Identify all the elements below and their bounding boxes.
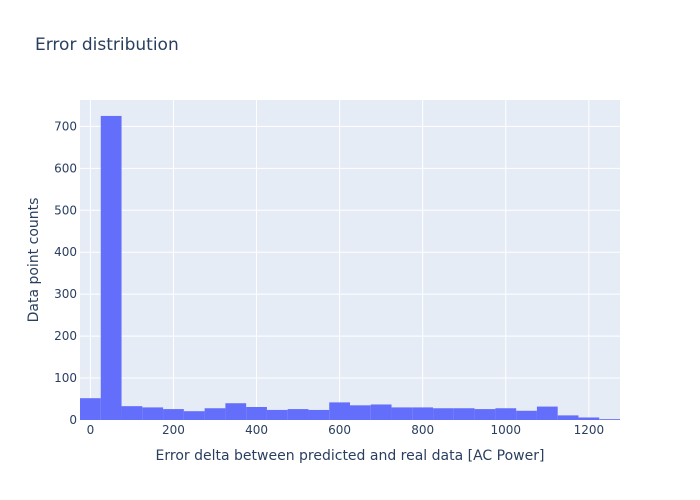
- histogram-bar: [350, 405, 371, 420]
- histogram-bar: [453, 408, 475, 420]
- histogram-bar: [287, 409, 309, 420]
- x-tick-label: 1000: [490, 423, 521, 437]
- histogram-bar: [204, 408, 226, 420]
- histogram-bar: [246, 406, 267, 420]
- histogram-bar: [163, 409, 184, 420]
- histogram-bar: [516, 410, 537, 420]
- y-tick-label: 500: [54, 203, 77, 217]
- x-tick-label: 0: [87, 423, 95, 437]
- plot-area: [80, 100, 620, 420]
- histogram-bar: [225, 403, 247, 420]
- histogram-bar: [329, 402, 350, 420]
- histogram-bar: [474, 409, 496, 420]
- histogram-bar: [183, 411, 205, 420]
- histogram-bar: [433, 408, 454, 420]
- y-tick-label: 300: [54, 287, 77, 301]
- histogram-bar: [578, 417, 600, 420]
- y-tick-label: 400: [54, 245, 77, 259]
- histogram-bar: [100, 115, 122, 421]
- histogram-bar: [599, 419, 620, 420]
- histogram-bar: [495, 408, 517, 420]
- bars: [80, 115, 620, 421]
- gridlines: [80, 100, 620, 420]
- x-tick-label: 400: [245, 423, 268, 437]
- histogram-bar: [121, 406, 143, 420]
- y-tick-label: 700: [54, 119, 77, 133]
- x-tick-label: 200: [162, 423, 185, 437]
- y-axis-label: Data point counts: [26, 198, 42, 323]
- x-tick-label: 800: [411, 423, 434, 437]
- histogram-bar: [370, 404, 392, 420]
- x-tick-label: 1200: [574, 423, 605, 437]
- histogram-bar: [308, 409, 330, 420]
- y-axis-ticks: 0 100 200 300 400 500 600 700: [54, 119, 77, 427]
- histogram-bar: [80, 398, 101, 420]
- x-axis-ticks: 0 200 400 600 800 1000 1200: [87, 423, 605, 437]
- histogram-bar: [391, 407, 413, 420]
- y-tick-label: 100: [54, 371, 77, 385]
- x-tick-label: 600: [328, 423, 351, 437]
- y-tick-label: 600: [54, 161, 77, 175]
- histogram-bar: [536, 406, 558, 420]
- chart-title: Error distribution: [35, 35, 179, 55]
- y-tick-label: 0: [69, 413, 77, 427]
- histogram-bar: [557, 415, 579, 420]
- histogram-bar: [266, 409, 288, 420]
- y-tick-label: 200: [54, 329, 77, 343]
- x-axis-label: Error delta between predicted and real d…: [156, 448, 545, 464]
- histogram-bar: [412, 407, 434, 420]
- histogram-bar: [142, 407, 164, 420]
